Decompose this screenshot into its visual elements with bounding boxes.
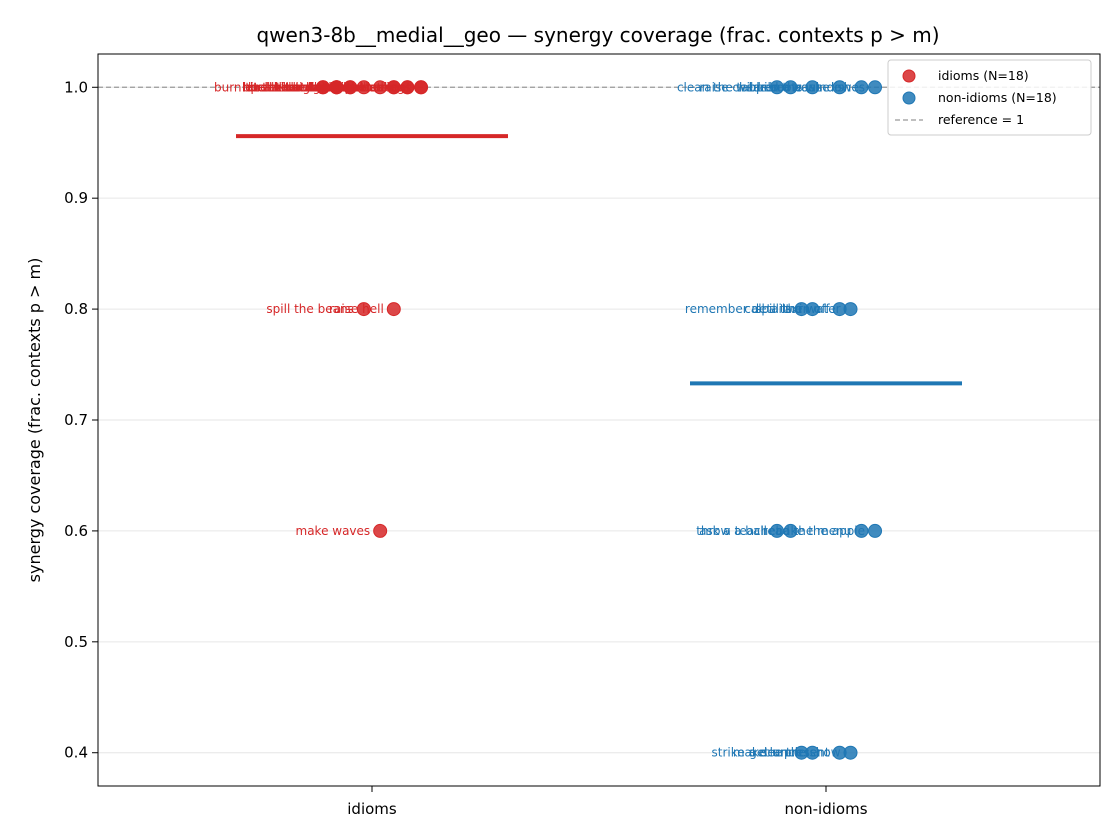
data-point [843,302,858,317]
data-point [783,80,798,95]
data-point [805,302,820,317]
legend-marker [902,69,916,83]
data-point [373,80,388,95]
point-label: read the menu [763,524,852,538]
data-point [386,302,401,317]
data-point [805,745,820,760]
y-tick-label: 1.0 [64,78,88,96]
data-point [868,80,883,95]
y-tick-label: 0.7 [64,411,88,429]
point-label: wash dishes [792,80,865,94]
point-label: hit the sack [243,80,313,94]
point-label: remember details [685,302,792,316]
point-label: turn off [786,302,831,316]
point-label: make waves [296,524,371,538]
legend-label: idioms (N=18) [938,68,1029,83]
data-point [769,523,784,538]
point-label: ask a teacher [699,524,781,538]
y-tick-label: 0.4 [64,744,88,762]
point-label: spill the beans [266,302,353,316]
data-point [373,523,388,538]
x-tick-label: idioms [347,800,397,818]
plot-frame [97,53,1101,787]
data-point [386,80,401,95]
point-label: raise hell [329,302,384,316]
data-point [854,80,869,95]
point-label: clean the table [677,80,767,94]
data-point [868,523,883,538]
point-label: bite the bullet [242,80,327,94]
point-label: turn the tables [295,80,384,94]
x-tick-label: non-idioms [784,800,867,818]
legend-label: reference = 1 [938,112,1024,127]
point-label: spill the water [755,302,840,316]
legend-box [887,59,1092,136]
point-label: face the music [309,80,397,94]
point-label: lend a hand [242,80,313,94]
mean-bars [236,134,962,386]
data-point [805,80,820,95]
axes: 0.4 0.5 0.6 0.7 0.8 0.9 1.0 idioms non-idioms [64,53,1101,818]
data-point [783,523,798,538]
y-tick-label: 0.5 [64,633,88,651]
point-label: burn the midnight oil [214,80,340,94]
data-point [414,80,429,95]
point-label: open the window [749,80,852,94]
point-label: pull the trigger [250,80,340,94]
y-axis-label: synergy coverage (frac. contexts p > m) [25,258,44,583]
point-label: raise children [699,80,780,94]
point-label: call a taxi [744,302,802,316]
point-label: build a house [749,80,830,94]
legend-label: non-idioms (N=18) [938,90,1057,105]
point-label: call it a day [257,80,327,94]
point-label: see the show [761,746,841,760]
data-point [315,80,330,95]
point-label: cut corners [286,80,354,94]
legend: idioms (N=18) non-idioms (N=18) reference … [887,59,1092,136]
data-point [843,745,858,760]
point-label: make lunch [733,746,803,760]
point-label: break the ice [248,80,327,94]
point-label: pull strings [345,80,411,94]
point-label: miss the boat [329,80,411,94]
y-tick-label: 0.8 [64,300,88,318]
data-point [356,80,371,95]
legend-marker [902,91,916,105]
data-point [854,523,869,538]
y-tick-label: 0.9 [64,189,88,207]
data-point [832,80,847,95]
point-label: strike a drum [712,746,792,760]
point-label: wear boots [736,80,803,94]
data-point [769,80,784,95]
data-point [329,80,344,95]
data-point [356,302,371,317]
data-point [400,80,415,95]
point-label: bake the apple [776,524,866,538]
chart-title: qwen3-8b__medial__geo — synergy coverage… [256,23,939,47]
point-label: kick the bucket [279,80,371,94]
point-label: hit the road [314,80,384,94]
point-label: get a present [749,746,830,760]
point-label: take the cake [316,80,397,94]
data-point [343,80,358,95]
point-label: throw a ball [696,524,767,538]
y-tick-label: 0.6 [64,522,88,540]
